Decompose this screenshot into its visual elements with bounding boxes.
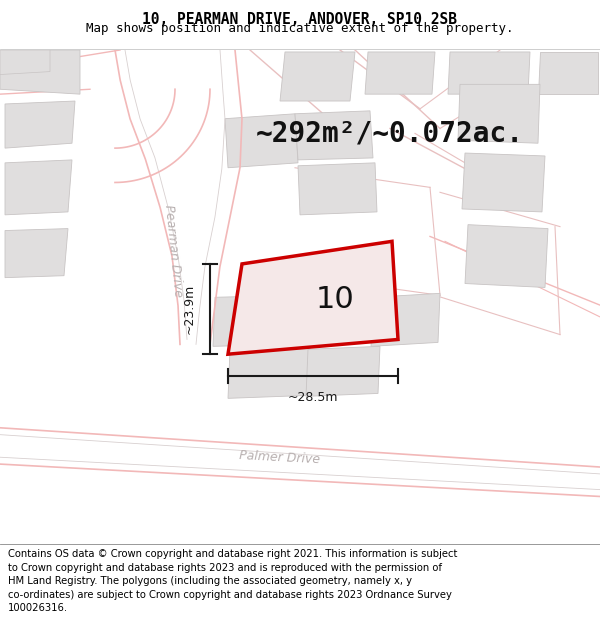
Polygon shape	[5, 160, 72, 215]
Text: 10: 10	[316, 285, 355, 314]
Text: ~28.5m: ~28.5m	[288, 391, 338, 404]
Polygon shape	[298, 163, 377, 215]
Polygon shape	[0, 50, 80, 94]
Polygon shape	[5, 101, 75, 148]
Text: Map shows position and indicative extent of the property.: Map shows position and indicative extent…	[86, 22, 514, 35]
Text: ~292m²/~0.072ac.: ~292m²/~0.072ac.	[256, 119, 524, 148]
Polygon shape	[5, 229, 68, 278]
Polygon shape	[465, 224, 548, 288]
Polygon shape	[371, 293, 440, 346]
Text: ~23.9m: ~23.9m	[183, 284, 196, 334]
Polygon shape	[0, 50, 50, 74]
Polygon shape	[280, 52, 355, 101]
Polygon shape	[306, 346, 380, 396]
Polygon shape	[538, 52, 598, 94]
Polygon shape	[225, 114, 298, 168]
Polygon shape	[462, 153, 545, 212]
Text: Palmer Drive: Palmer Drive	[239, 449, 321, 466]
Polygon shape	[295, 111, 373, 160]
Polygon shape	[228, 346, 310, 398]
Polygon shape	[458, 84, 540, 143]
Text: Pearman Drive: Pearman Drive	[161, 204, 184, 298]
Text: 10, PEARMAN DRIVE, ANDOVER, SP10 2SB: 10, PEARMAN DRIVE, ANDOVER, SP10 2SB	[143, 12, 458, 27]
Polygon shape	[293, 293, 375, 346]
Polygon shape	[448, 52, 530, 94]
Polygon shape	[213, 295, 295, 346]
Polygon shape	[228, 241, 398, 354]
Text: Contains OS data © Crown copyright and database right 2021. This information is : Contains OS data © Crown copyright and d…	[8, 549, 457, 614]
Polygon shape	[365, 52, 435, 94]
